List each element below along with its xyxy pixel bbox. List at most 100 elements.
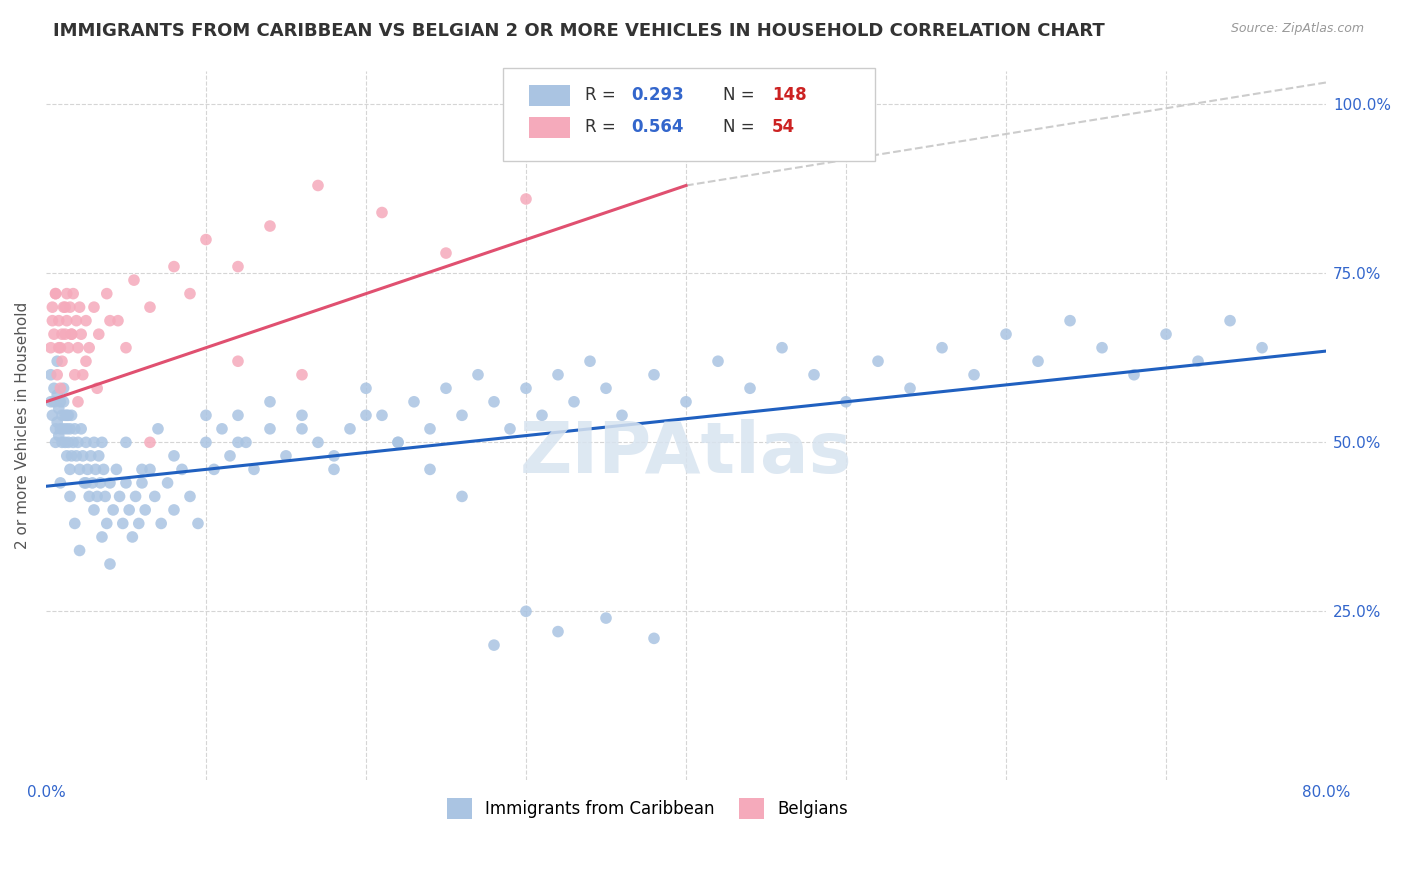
Point	[243, 462, 266, 476]
Point	[46, 368, 69, 382]
Point	[202, 462, 225, 476]
Point	[45, 422, 67, 436]
Point	[274, 449, 297, 463]
Point	[515, 381, 537, 395]
Point	[41, 313, 63, 327]
Point	[547, 624, 569, 639]
Point	[163, 260, 186, 274]
Point	[51, 435, 73, 450]
Point	[803, 368, 825, 382]
Point	[387, 435, 409, 450]
Point	[118, 503, 141, 517]
Point	[995, 327, 1018, 342]
Point	[45, 435, 67, 450]
Point	[1251, 341, 1274, 355]
Legend: Immigrants from Caribbean, Belgians: Immigrants from Caribbean, Belgians	[440, 791, 855, 825]
Point	[65, 313, 87, 327]
Point	[108, 490, 131, 504]
Point	[39, 368, 62, 382]
Point	[63, 422, 86, 436]
Point	[52, 300, 75, 314]
Point	[93, 462, 115, 476]
Point	[49, 394, 72, 409]
Point	[111, 516, 134, 531]
Text: R =: R =	[585, 87, 621, 104]
Point	[371, 409, 394, 423]
Point	[72, 449, 94, 463]
Point	[45, 286, 67, 301]
Point	[307, 435, 329, 450]
Point	[387, 435, 409, 450]
Point	[195, 409, 218, 423]
Point	[291, 368, 314, 382]
Point	[434, 246, 457, 260]
Point	[101, 503, 124, 517]
Point	[49, 381, 72, 395]
Point	[65, 449, 87, 463]
Point	[91, 530, 114, 544]
Point	[42, 381, 65, 395]
Point	[70, 327, 93, 342]
Point	[49, 475, 72, 490]
Point	[51, 354, 73, 368]
Point	[49, 422, 72, 436]
Point	[98, 475, 121, 490]
Point	[89, 475, 111, 490]
Point	[291, 422, 314, 436]
Point	[46, 415, 69, 429]
Point	[70, 422, 93, 436]
Point	[131, 462, 153, 476]
Text: ZIPAtlas: ZIPAtlas	[520, 419, 852, 488]
Text: 54: 54	[772, 119, 794, 136]
Point	[898, 381, 921, 395]
Point	[482, 638, 505, 652]
Point	[419, 422, 441, 436]
Point	[98, 557, 121, 571]
Point	[46, 354, 69, 368]
Point	[59, 462, 82, 476]
Point	[643, 368, 665, 382]
Point	[354, 409, 377, 423]
Point	[96, 516, 118, 531]
Point	[66, 394, 89, 409]
Point	[121, 530, 143, 544]
Point	[595, 611, 617, 625]
Point	[150, 516, 173, 531]
Point	[115, 341, 138, 355]
Point	[48, 401, 70, 416]
Point	[451, 490, 474, 504]
Point	[128, 516, 150, 531]
Point	[226, 260, 249, 274]
Point	[124, 490, 146, 504]
Point	[562, 394, 585, 409]
Point	[75, 435, 97, 450]
Point	[80, 449, 103, 463]
Point	[73, 475, 96, 490]
Point	[55, 409, 77, 423]
Point	[66, 435, 89, 450]
Point	[60, 449, 83, 463]
Point	[499, 422, 522, 436]
Point	[530, 409, 553, 423]
Point	[69, 543, 91, 558]
Point	[610, 409, 633, 423]
Point	[69, 462, 91, 476]
Point	[39, 341, 62, 355]
Point	[45, 286, 67, 301]
Point	[60, 409, 83, 423]
Point	[707, 354, 730, 368]
Point	[75, 354, 97, 368]
Point	[139, 300, 162, 314]
Point	[42, 327, 65, 342]
Point	[259, 394, 281, 409]
Point	[107, 313, 129, 327]
Point	[87, 327, 110, 342]
Point	[547, 368, 569, 382]
Text: 0.564: 0.564	[631, 119, 683, 136]
Point	[515, 192, 537, 206]
Point	[146, 422, 169, 436]
Point	[58, 435, 80, 450]
Point	[195, 233, 218, 247]
Point	[226, 435, 249, 450]
Point	[579, 354, 602, 368]
